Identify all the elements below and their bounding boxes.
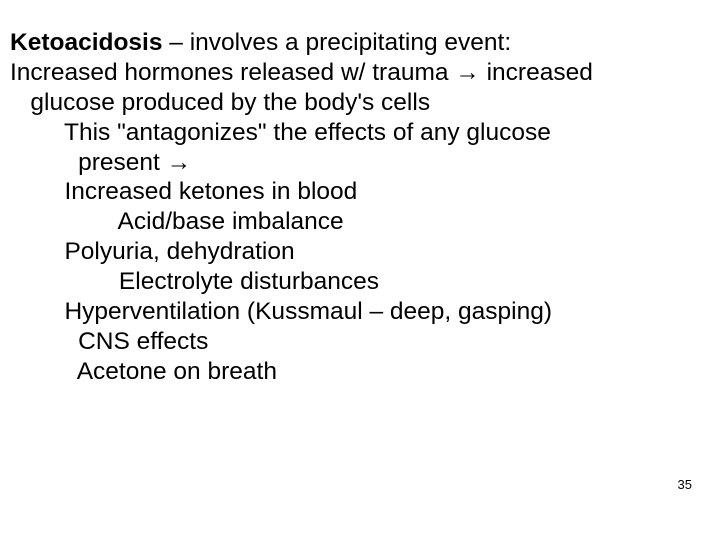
line-9: Electrolyte disturbances bbox=[10, 267, 720, 297]
slide: Ketoacidosis – involves a precipitating … bbox=[0, 0, 720, 540]
title-bold: Ketoacidosis bbox=[10, 29, 163, 56]
line-12: Acetone on breath bbox=[10, 357, 720, 387]
line-10: Hyperventilation (Kussmaul – deep, gaspi… bbox=[10, 297, 720, 327]
line-5: present → bbox=[10, 148, 720, 178]
line-8: Polyuria, dehydration bbox=[10, 237, 720, 267]
line-1: Ketoacidosis – involves a precipitating … bbox=[10, 28, 720, 58]
line-3: glucose produced by the body's cells bbox=[10, 88, 720, 118]
line-11: CNS effects bbox=[10, 327, 720, 357]
line-7: Acid/base imbalance bbox=[10, 207, 720, 237]
title-rest: – involves a precipitating event: bbox=[163, 29, 512, 56]
page-number: 35 bbox=[678, 477, 692, 492]
line-2: Increased hormones released w/ trauma → … bbox=[10, 58, 720, 88]
line-4: This "antagonizes" the effects of any gl… bbox=[10, 118, 720, 148]
line-6: Increased ketones in blood bbox=[10, 177, 720, 207]
